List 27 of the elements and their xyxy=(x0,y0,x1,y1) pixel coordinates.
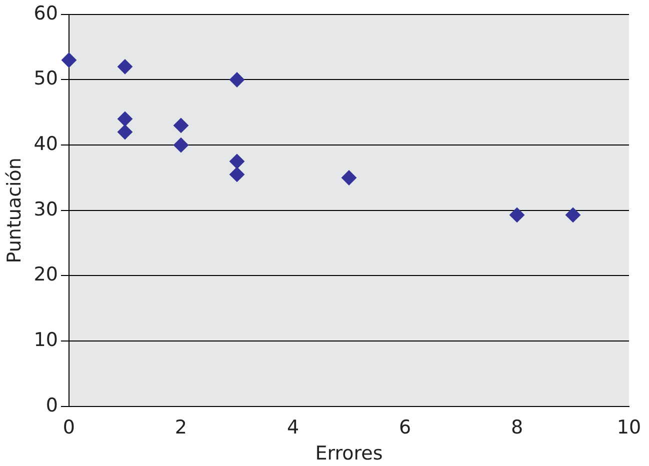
point xyxy=(61,52,76,68)
y-tick-label: 50 xyxy=(34,68,58,90)
x-tick-label: 10 xyxy=(616,416,642,439)
y-tick-label: 60 xyxy=(34,2,58,24)
y-tick-label: 30 xyxy=(34,198,58,220)
point xyxy=(565,207,580,222)
x-tick-label: 0 xyxy=(62,416,76,439)
point xyxy=(229,72,244,88)
point xyxy=(173,138,188,153)
point xyxy=(341,170,356,186)
y-tick-label: 20 xyxy=(34,264,58,286)
y-tick-label: 40 xyxy=(34,133,58,156)
x-tick-label: 2 xyxy=(174,416,188,439)
x-tick-label: 8 xyxy=(510,416,524,439)
point xyxy=(229,166,244,182)
point xyxy=(509,207,524,222)
point xyxy=(117,59,132,74)
point xyxy=(173,118,188,133)
x-axis-title: Errores xyxy=(315,442,383,465)
x-tick-label: 6 xyxy=(398,416,412,439)
y-axis-title: Puntuación xyxy=(3,158,26,264)
x-tick-label: 4 xyxy=(286,416,300,439)
point xyxy=(117,124,132,140)
point xyxy=(229,154,244,169)
y-tick-label: 0 xyxy=(46,394,58,416)
point xyxy=(117,111,132,126)
y-tick-label: 10 xyxy=(34,329,58,352)
